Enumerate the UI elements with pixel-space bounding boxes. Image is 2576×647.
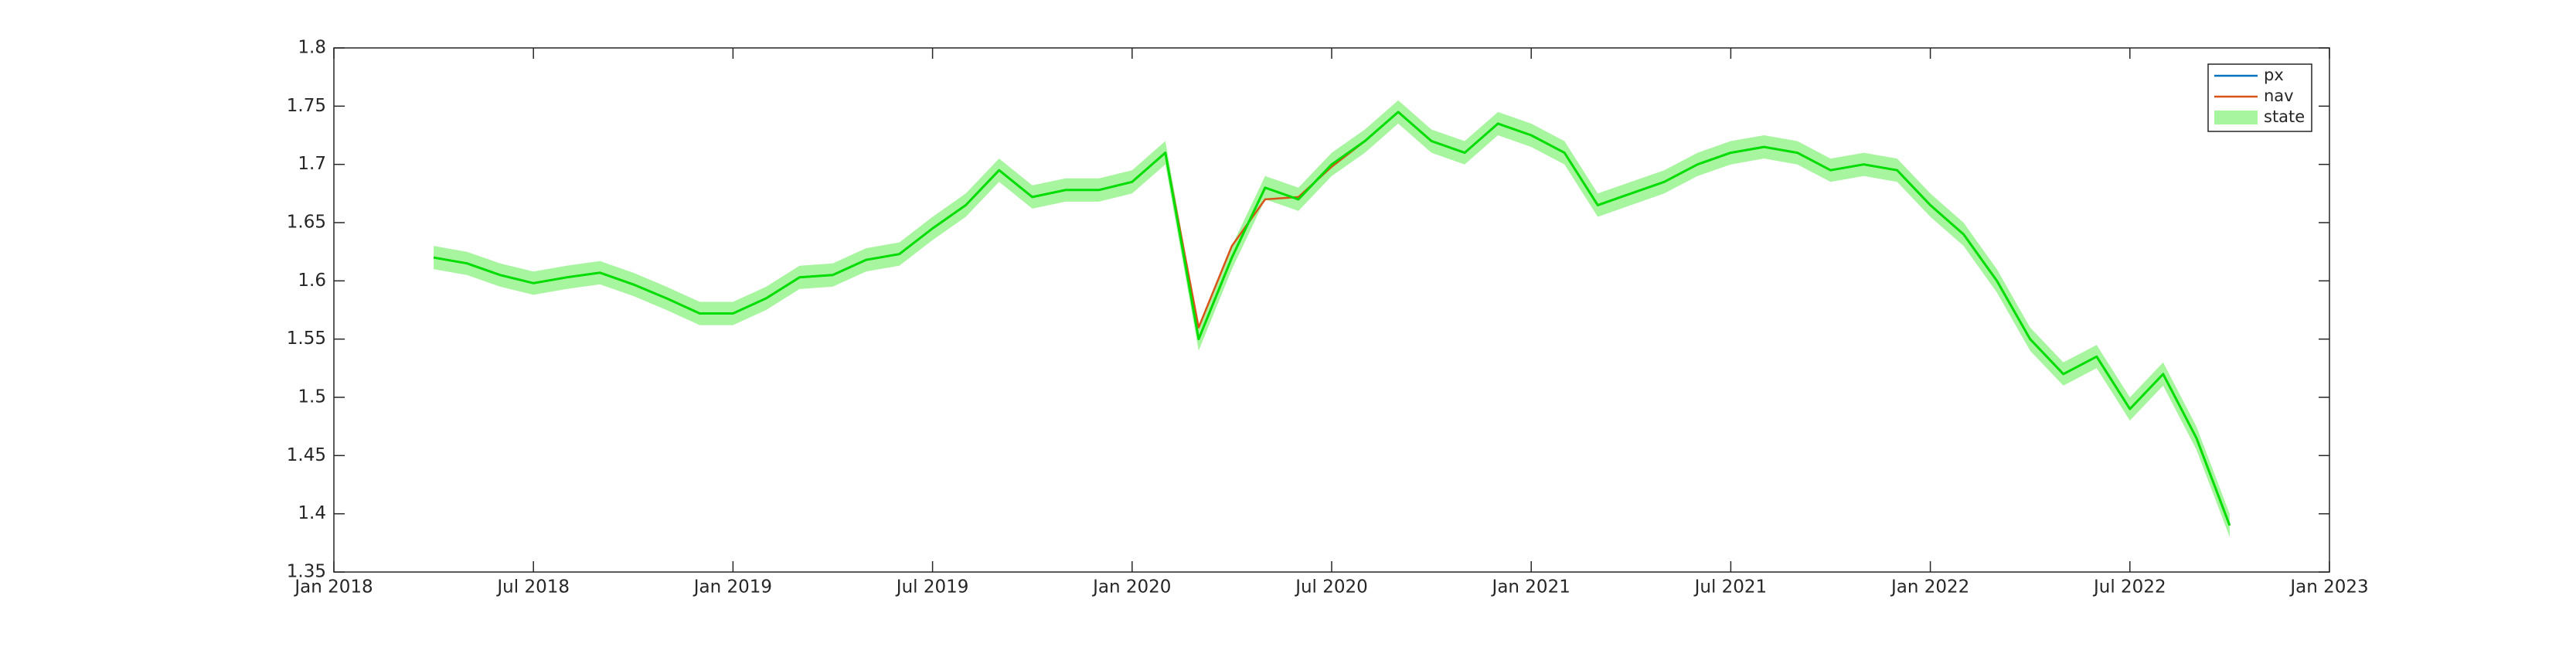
x-tick-label: Jul 2019 xyxy=(895,577,969,598)
x-tick-label: Jan 2020 xyxy=(1091,577,1171,598)
state-line xyxy=(433,111,2231,526)
legend: px nav state xyxy=(2207,63,2312,132)
legend-label: state xyxy=(2264,107,2305,126)
y-tick-label: 1.65 xyxy=(287,213,326,233)
x-tick-label: Jan 2023 xyxy=(2288,577,2368,598)
y-tick-label: 1.55 xyxy=(287,329,326,349)
x-tick-label: Jul 2022 xyxy=(2092,577,2166,598)
y-tick-label: 1.45 xyxy=(287,445,326,465)
y-tick-label: 1.7 xyxy=(298,154,326,174)
legend-label: px xyxy=(2264,66,2284,84)
x-tick-label: Jul 2020 xyxy=(1294,577,1368,598)
x-tick-label: Jul 2021 xyxy=(1693,577,1768,598)
x-tick-label: Jan 2019 xyxy=(692,577,772,598)
legend-label: nav xyxy=(2264,87,2294,105)
x-tick-label: Jul 2018 xyxy=(495,577,570,598)
x-tick-label: Jan 2021 xyxy=(1491,577,1570,598)
x-tick-label: Jan 2018 xyxy=(293,577,373,598)
plot-area xyxy=(333,47,2330,573)
y-tick-label: 1.4 xyxy=(298,503,326,523)
legend-swatch xyxy=(2214,111,2258,124)
y-tick-label: 1.35 xyxy=(287,562,326,582)
y-tick-label: 1.5 xyxy=(298,387,326,407)
x-tick-label: Jan 2022 xyxy=(1890,577,1969,598)
y-tick-label: 1.8 xyxy=(298,38,326,58)
y-tick-label: 1.6 xyxy=(298,271,326,291)
y-tick-label: 1.75 xyxy=(287,96,326,116)
